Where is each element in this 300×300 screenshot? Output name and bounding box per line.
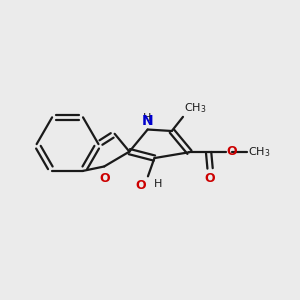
Text: CH$_3$: CH$_3$ <box>184 102 207 116</box>
Text: N: N <box>142 114 154 128</box>
Text: O: O <box>136 179 146 192</box>
Text: O: O <box>226 145 237 158</box>
Text: O: O <box>205 172 215 185</box>
Text: H: H <box>154 179 162 189</box>
Text: H: H <box>143 113 151 123</box>
Text: O: O <box>100 172 110 185</box>
Text: CH$_3$: CH$_3$ <box>248 145 271 159</box>
